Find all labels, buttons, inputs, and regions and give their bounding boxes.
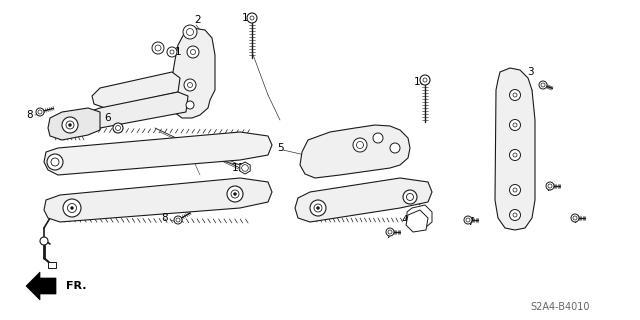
- Circle shape: [227, 186, 243, 202]
- Circle shape: [423, 78, 427, 82]
- Circle shape: [47, 154, 63, 170]
- Polygon shape: [48, 262, 56, 268]
- Polygon shape: [26, 272, 56, 300]
- Circle shape: [231, 190, 239, 198]
- Text: 9: 9: [155, 43, 161, 53]
- Circle shape: [38, 110, 42, 114]
- Text: 5: 5: [276, 143, 284, 153]
- Polygon shape: [407, 205, 432, 228]
- Circle shape: [571, 214, 579, 222]
- Circle shape: [513, 188, 517, 192]
- Circle shape: [513, 213, 517, 217]
- Circle shape: [176, 218, 180, 222]
- Text: 8: 8: [162, 213, 168, 223]
- Text: 3: 3: [527, 67, 533, 77]
- Circle shape: [63, 199, 81, 217]
- Circle shape: [186, 101, 194, 109]
- Circle shape: [115, 125, 120, 131]
- Circle shape: [513, 93, 517, 97]
- Circle shape: [191, 50, 195, 54]
- Circle shape: [242, 165, 248, 171]
- Circle shape: [317, 206, 319, 210]
- Circle shape: [155, 45, 161, 51]
- Text: 10: 10: [413, 77, 427, 87]
- Circle shape: [573, 216, 577, 220]
- Circle shape: [466, 218, 470, 222]
- Circle shape: [406, 194, 413, 201]
- Text: 1: 1: [175, 47, 181, 57]
- Circle shape: [310, 200, 326, 216]
- Circle shape: [541, 83, 545, 87]
- Circle shape: [548, 184, 552, 188]
- Circle shape: [62, 117, 78, 133]
- Text: 7: 7: [572, 215, 579, 225]
- Text: 7: 7: [545, 183, 551, 193]
- Circle shape: [513, 153, 517, 157]
- Circle shape: [314, 204, 322, 212]
- Polygon shape: [300, 125, 410, 178]
- Circle shape: [187, 46, 199, 58]
- Circle shape: [67, 204, 77, 212]
- Circle shape: [420, 75, 430, 85]
- Polygon shape: [48, 108, 100, 140]
- Circle shape: [183, 25, 197, 39]
- Polygon shape: [88, 92, 188, 128]
- Circle shape: [509, 149, 520, 161]
- Circle shape: [250, 16, 254, 20]
- Polygon shape: [44, 132, 272, 175]
- Text: 7: 7: [467, 217, 474, 227]
- Text: 7: 7: [385, 230, 391, 240]
- Circle shape: [40, 237, 48, 245]
- Circle shape: [70, 206, 74, 210]
- Circle shape: [509, 185, 520, 196]
- Circle shape: [167, 47, 177, 57]
- Circle shape: [390, 143, 400, 153]
- Polygon shape: [295, 178, 432, 222]
- Polygon shape: [406, 210, 428, 232]
- Circle shape: [66, 121, 74, 129]
- Circle shape: [353, 138, 367, 152]
- Circle shape: [509, 90, 520, 100]
- Circle shape: [36, 108, 44, 116]
- Text: 6: 6: [105, 113, 111, 123]
- Circle shape: [539, 81, 547, 89]
- Circle shape: [113, 123, 123, 133]
- Circle shape: [509, 119, 520, 131]
- Circle shape: [186, 28, 193, 36]
- Text: 8: 8: [27, 110, 33, 120]
- Circle shape: [388, 230, 392, 234]
- Circle shape: [373, 133, 383, 143]
- Text: 10: 10: [241, 13, 255, 23]
- Circle shape: [174, 216, 182, 224]
- Text: FR.: FR.: [66, 281, 86, 291]
- Polygon shape: [44, 178, 272, 222]
- Polygon shape: [92, 72, 180, 108]
- Circle shape: [152, 42, 164, 54]
- Polygon shape: [495, 68, 535, 230]
- Circle shape: [170, 50, 174, 54]
- Text: 2: 2: [195, 15, 202, 25]
- Circle shape: [188, 83, 193, 87]
- Circle shape: [184, 79, 196, 91]
- Circle shape: [234, 193, 237, 196]
- Text: 4: 4: [402, 215, 408, 225]
- Circle shape: [513, 123, 517, 127]
- Polygon shape: [240, 162, 250, 174]
- Circle shape: [546, 182, 554, 190]
- Circle shape: [356, 141, 364, 148]
- Circle shape: [403, 190, 417, 204]
- Circle shape: [51, 158, 59, 166]
- Circle shape: [68, 124, 72, 126]
- Text: S2A4-B4010: S2A4-B4010: [531, 302, 590, 312]
- Polygon shape: [170, 28, 215, 118]
- Circle shape: [509, 210, 520, 220]
- Text: 11: 11: [232, 163, 244, 173]
- Circle shape: [386, 228, 394, 236]
- Circle shape: [464, 216, 472, 224]
- Circle shape: [247, 13, 257, 23]
